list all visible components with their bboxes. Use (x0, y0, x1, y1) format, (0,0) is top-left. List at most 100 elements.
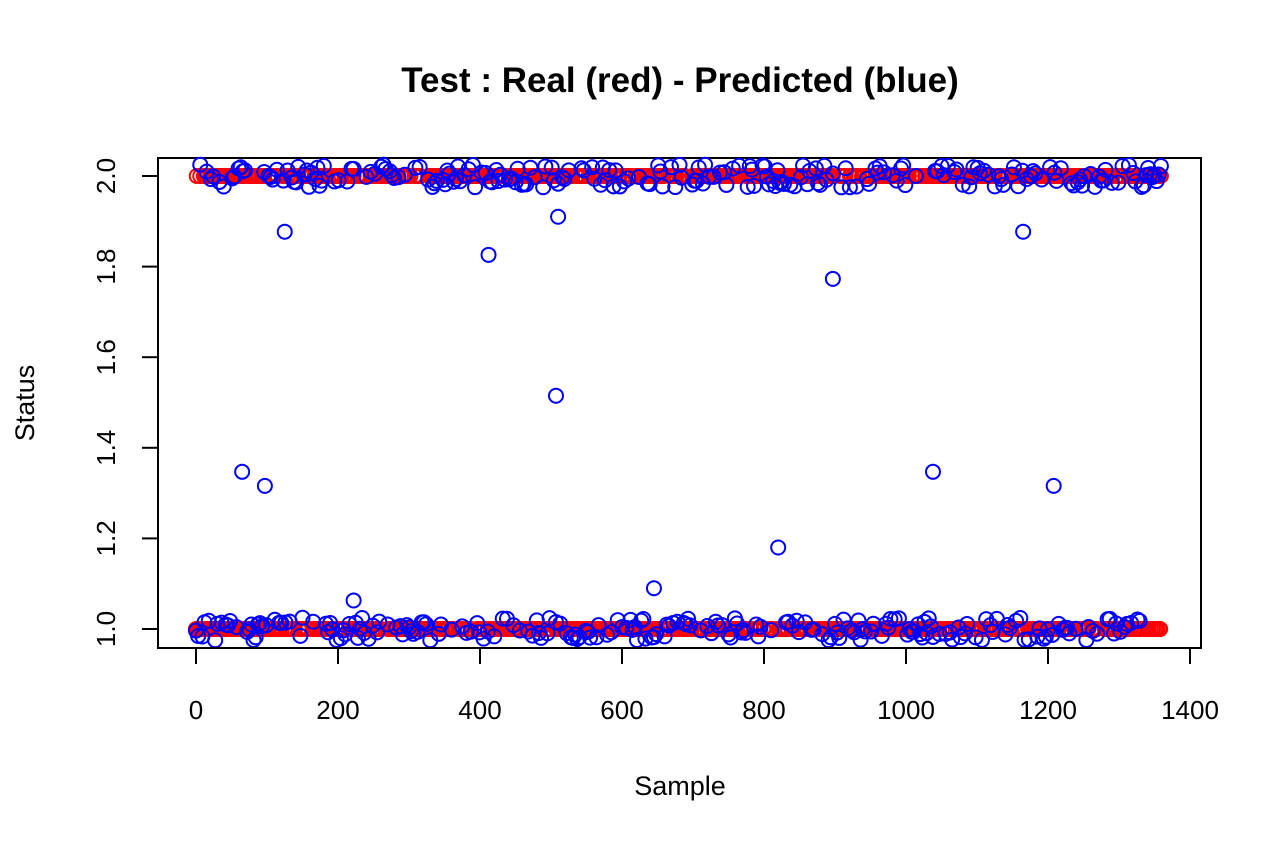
predicted-point (735, 622, 752, 639)
predicted-point (660, 617, 677, 634)
predicted-point (652, 163, 669, 180)
predicted-point (341, 616, 358, 633)
predicted-point (680, 610, 697, 627)
predicted-point (383, 167, 400, 184)
predicted-outlier-point (770, 539, 787, 556)
predicted-point (831, 629, 848, 646)
predicted-point (488, 162, 505, 179)
predicted-point (264, 171, 281, 188)
predicted-point (1012, 609, 1029, 626)
predicted-point (890, 610, 907, 627)
predicted-point (545, 172, 562, 189)
predicted-point (428, 172, 445, 189)
predicted-point (354, 609, 371, 626)
predicted-point (573, 160, 590, 177)
x-tick-label: 600 (600, 695, 643, 725)
predicted-point (635, 610, 652, 627)
y-tick-label: 1.0 (91, 611, 121, 647)
predicted-point (584, 159, 601, 176)
predicted-point (1152, 158, 1169, 175)
predicted-outlier-point (345, 592, 362, 609)
predicted-point (607, 162, 624, 179)
predicted-point (999, 616, 1016, 633)
predicted-point (1131, 612, 1148, 629)
predicted-point (763, 622, 780, 639)
predicted-point (656, 628, 673, 645)
predicted-point (907, 167, 924, 184)
predicted-point (701, 168, 718, 185)
predicted-point (1088, 625, 1105, 642)
predicted-point (780, 613, 797, 630)
predicted-point (1150, 166, 1167, 183)
predicted-point (837, 160, 854, 177)
predicted-point (358, 168, 375, 185)
predicted-point (332, 630, 349, 647)
x-tick-label: 200 (316, 695, 359, 725)
predicted-point (863, 623, 880, 640)
predicted-outlier-point (547, 387, 564, 404)
predicted-point (292, 627, 309, 644)
predicted-outlier-point (824, 270, 841, 287)
predicted-point (467, 179, 484, 196)
predicted-point (611, 178, 628, 195)
predicted-point (616, 173, 633, 190)
predicted-point (914, 629, 931, 646)
predicted-point (592, 176, 609, 193)
predicted-point (1008, 612, 1025, 629)
predicted-outlier-point (550, 208, 567, 225)
predicted-point (637, 630, 654, 647)
predicted-point (469, 615, 486, 632)
chart-title: Test : Real (red) - Predicted (blue) (401, 61, 959, 100)
x-tick-label: 800 (742, 695, 785, 725)
predicted-point (931, 625, 948, 642)
predicted-point (369, 624, 386, 641)
predicted-point (426, 175, 443, 192)
predicted-point (775, 175, 792, 192)
predicted-point (875, 164, 892, 181)
predicted-point (330, 172, 347, 189)
predicted-point (654, 178, 671, 195)
predicted-outlier-point (924, 463, 941, 480)
predicted-point (403, 623, 420, 640)
predicted-outlier-point (276, 223, 293, 240)
plot-frame (157, 157, 1202, 649)
predicted-outlier-point (256, 477, 273, 494)
y-tick-label: 2.0 (91, 158, 121, 194)
predicted-point (251, 615, 268, 632)
predicted-point (946, 164, 963, 181)
predicted-point (620, 170, 637, 187)
predicted-point (509, 160, 526, 177)
predicted-point (590, 617, 607, 634)
x-tick-label: 1200 (1019, 695, 1077, 725)
y-tick-label: 1.6 (91, 339, 121, 375)
predicted-point (1063, 175, 1080, 192)
predicted-point (236, 162, 253, 179)
predicted-point (865, 615, 882, 632)
x-axis: 0 200 400 600 800 1000 1200 1400 (189, 647, 1219, 725)
predicted-point (415, 614, 432, 631)
predicted-outlier-point (645, 580, 662, 597)
predicted-series (188, 156, 1169, 649)
predicted-point (582, 629, 599, 646)
y-tick-label: 1.2 (91, 520, 121, 556)
x-tick-label: 1400 (1161, 695, 1219, 725)
predicted-point (1052, 160, 1069, 177)
predicted-point (294, 609, 311, 626)
x-axis-label: Sample (634, 771, 726, 801)
predicted-point (1033, 171, 1050, 188)
predicted-point (486, 628, 503, 645)
real-point (402, 168, 419, 184)
predicted-point (522, 159, 539, 176)
y-tick-label: 1.8 (91, 249, 121, 285)
predicted-point (1103, 174, 1120, 191)
predicted-point (313, 172, 330, 189)
predicted-point (315, 157, 332, 174)
predicted-point (539, 625, 556, 642)
predicted-point (588, 629, 605, 646)
predicted-point (805, 621, 822, 638)
predicted-point (662, 159, 679, 176)
predicted-point (1120, 157, 1137, 174)
predicted-point (944, 631, 961, 648)
predicted-point (443, 621, 460, 638)
